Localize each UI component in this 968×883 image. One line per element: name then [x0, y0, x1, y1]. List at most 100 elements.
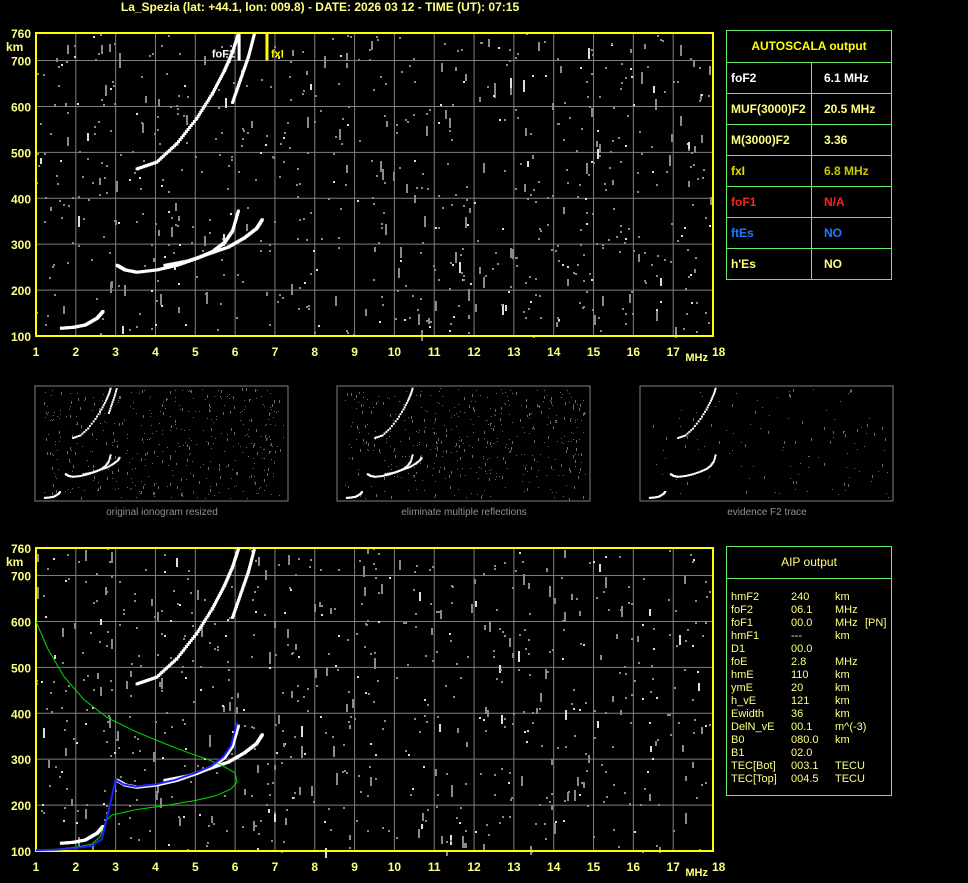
noise-dot — [569, 117, 571, 119]
noise-dot — [378, 242, 380, 244]
noise-dot — [74, 56, 76, 58]
noise-dot — [283, 425, 284, 426]
noise-dot — [179, 405, 180, 406]
noise-dot — [289, 147, 291, 149]
noise-dot — [668, 599, 670, 601]
trace-point — [82, 473, 85, 476]
aip-cell: 240 — [791, 591, 810, 603]
noise-dot — [859, 471, 860, 472]
trace-point — [75, 435, 78, 438]
noise-dot — [119, 624, 121, 626]
noise-dot — [439, 470, 440, 473]
noise-dot — [255, 560, 257, 562]
noise-dot — [649, 794, 651, 801]
noise-dot — [693, 559, 695, 561]
noise-dot — [561, 442, 562, 443]
noise-dot — [200, 666, 202, 668]
trace-point — [356, 495, 358, 497]
noise-dot — [594, 710, 596, 712]
noise-dot — [50, 207, 52, 209]
trace-point — [411, 454, 414, 457]
noise-dot — [531, 413, 532, 414]
noise-dot — [687, 249, 689, 251]
trace-point — [163, 263, 167, 267]
noise-dot — [220, 303, 222, 305]
trace-point — [701, 470, 703, 472]
noise-dot — [726, 430, 727, 431]
noise-dot — [414, 475, 415, 478]
noise-dot — [251, 656, 253, 658]
noise-dot — [745, 444, 746, 447]
noise-dot — [729, 453, 730, 454]
noise-dot — [37, 73, 39, 75]
noise-dot — [620, 88, 622, 90]
noise-dot — [161, 610, 163, 612]
noise-dot — [685, 776, 687, 781]
noise-dot — [684, 227, 686, 229]
trace-point — [223, 761, 227, 765]
noise-dot — [570, 419, 571, 422]
noise-dot — [848, 484, 849, 487]
trace-point — [209, 609, 213, 613]
noise-dot — [351, 447, 352, 448]
noise-dot — [558, 260, 560, 262]
noise-dot — [177, 113, 179, 115]
noise-dot — [406, 391, 407, 392]
noise-dot — [373, 407, 374, 408]
trace-point — [236, 601, 240, 605]
noise-dot — [190, 473, 191, 474]
noise-dot — [223, 706, 225, 712]
noise-dot — [217, 649, 219, 651]
noise-dot — [206, 845, 208, 847]
trace-point — [105, 463, 108, 466]
trace-point — [680, 435, 683, 438]
noise-dot — [660, 301, 662, 303]
noise-dot — [790, 395, 791, 398]
trace-point — [680, 475, 683, 478]
thumbnail-1 — [336, 385, 591, 502]
noise-dot — [470, 468, 471, 469]
noise-dot — [301, 746, 303, 758]
noise-dot — [437, 716, 439, 718]
noise-dot — [546, 797, 548, 799]
noise-dot — [475, 304, 477, 312]
noise-dot — [844, 483, 845, 486]
noise-dot — [493, 656, 495, 658]
noise-dot — [475, 831, 477, 833]
trace-point — [99, 468, 101, 471]
trace-point — [655, 496, 658, 499]
trace-point — [707, 404, 710, 407]
noise-dot — [451, 785, 453, 797]
trace-point — [239, 591, 243, 595]
noise-dot — [653, 628, 655, 630]
trace-point — [219, 590, 223, 594]
noise-dot — [160, 294, 162, 305]
noise-dot — [586, 291, 588, 293]
noise-dot — [483, 719, 485, 721]
noise-dot — [56, 490, 57, 493]
trace-point — [712, 394, 715, 397]
noise-dot — [211, 428, 212, 431]
noise-dot — [177, 108, 179, 110]
y-axis-label: km — [6, 40, 23, 54]
noise-dot — [242, 281, 244, 283]
noise-dot — [245, 406, 246, 407]
noise-dot — [366, 441, 367, 444]
noise-dot — [442, 396, 443, 397]
noise-dot — [338, 247, 340, 249]
noise-dot — [547, 424, 548, 425]
noise-dot — [356, 395, 357, 398]
noise-dot — [408, 473, 409, 474]
trace-point — [108, 409, 111, 412]
noise-dot — [299, 287, 301, 289]
noise-dot — [177, 486, 178, 489]
noise-dot — [613, 107, 615, 109]
trace-point — [403, 467, 406, 470]
noise-dot — [686, 313, 688, 315]
noise-dot — [78, 196, 80, 198]
autoscala-row: h'Es NO — [727, 249, 891, 279]
noise-dot — [266, 804, 268, 806]
noise-dot — [603, 801, 605, 803]
noise-dot — [411, 416, 412, 419]
noise-dot — [350, 716, 352, 718]
